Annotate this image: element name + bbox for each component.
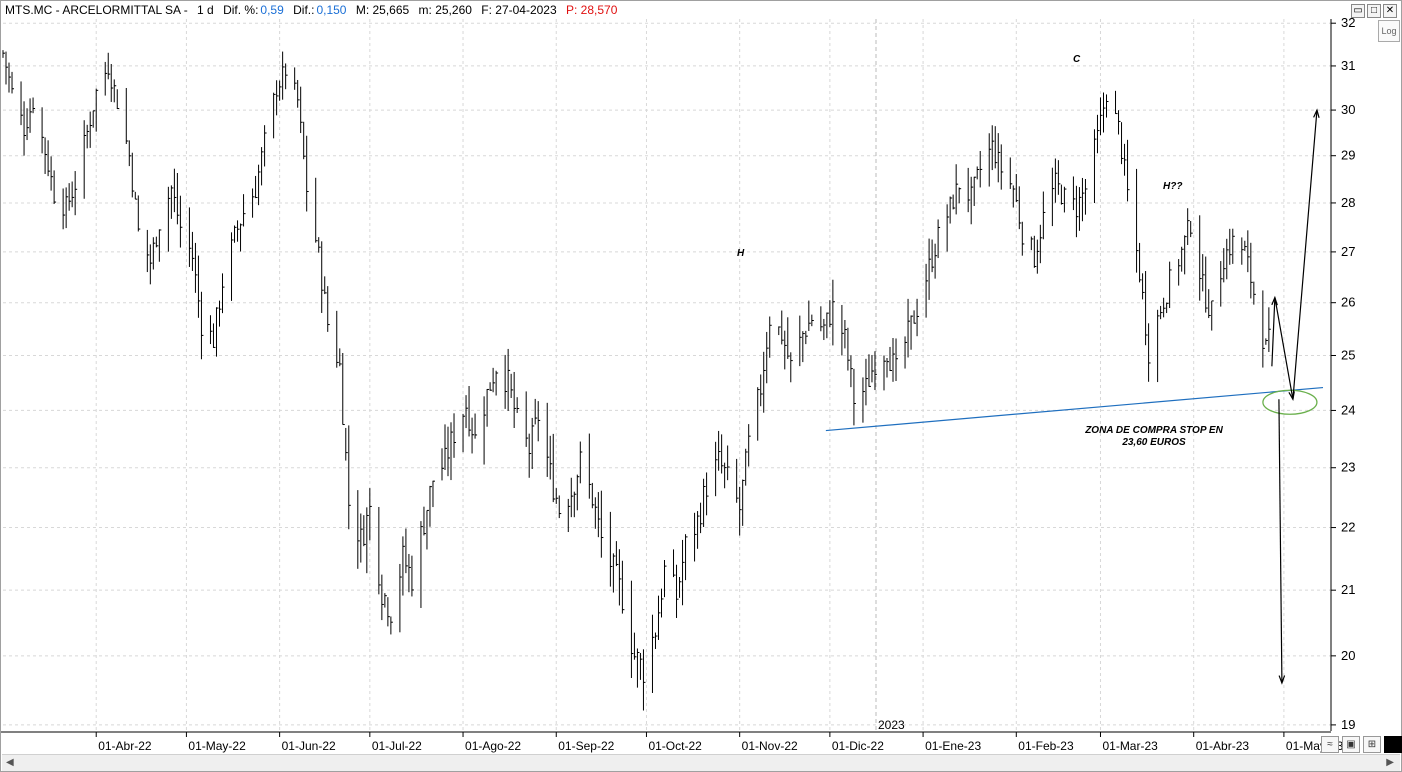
y-tick-label: 32: [1341, 15, 1355, 30]
y-tick-label: 20: [1341, 648, 1355, 663]
close-button[interactable]: ✕: [1383, 4, 1397, 18]
expand-icon[interactable]: ⊞: [1363, 736, 1381, 753]
y-tick-label: 27: [1341, 244, 1355, 259]
annotation-zone-line2: 23,60 EUROS: [1121, 437, 1186, 448]
log-scale-button[interactable]: Log: [1378, 20, 1400, 42]
x-tick-label: 01-May-22: [188, 739, 246, 753]
down-arrowhead-icon: [1278, 675, 1286, 685]
y-tick-label: 28: [1341, 195, 1355, 210]
buy-zone-ellipse: [1262, 389, 1318, 415]
color-swatch-icon[interactable]: [1384, 736, 1402, 753]
price-chart[interactable]: 2023 19 20 21 22 23 24 25 26 27 28 29 30 31 32 01-Abr…: [1, 1, 1401, 754]
maximize-button[interactable]: □: [1367, 4, 1381, 18]
dif-label: Dif.:: [293, 3, 315, 17]
collapse-icon[interactable]: ≈: [1321, 736, 1339, 753]
y-tick-label: 30: [1341, 102, 1355, 117]
dif-value: 0,150: [316, 3, 347, 17]
dif-pct-label: Dif. %:: [223, 3, 259, 17]
y-axis-ticks: 19 20 21 22 23 24 25 26 27 28 29 30 31 32: [1331, 15, 1355, 732]
arrowhead-icon: [1313, 108, 1320, 118]
bottom-toolbar: ≈ ▣ ⊞: [1321, 736, 1402, 753]
y-tick-label: 31: [1341, 58, 1355, 73]
y-tick-label: 23: [1341, 460, 1355, 475]
scroll-right-icon[interactable]: ▶: [1386, 757, 1394, 768]
chart-grid: [3, 19, 1331, 732]
neckline-trendline[interactable]: [825, 386, 1324, 432]
x-tick-label: 01-Oct-22: [648, 739, 702, 753]
year-marker: 2023: [878, 718, 905, 732]
x-tick-label: 01-Abr-23: [1196, 739, 1250, 753]
annotation-c-top: C: [1073, 54, 1081, 65]
x-tick-label: 01-Nov-22: [742, 739, 798, 753]
arrowhead-icon: [1271, 295, 1278, 306]
max-label: M: 25,665: [355, 3, 410, 17]
date-label: F: 27-04-2023: [481, 3, 557, 17]
x-tick-label: 01-Jul-22: [372, 739, 422, 753]
scroll-left-icon[interactable]: ◀: [6, 757, 14, 768]
ohlc-bars: [2, 50, 1271, 711]
y-tick-label: 26: [1341, 295, 1355, 310]
x-tick-label: 01-Ago-22: [465, 739, 521, 753]
x-tick-label: 01-Jun-22: [282, 739, 336, 753]
x-tick-label: 01-Abr-22: [98, 739, 152, 753]
window-controls: ▭ □ ✕: [1351, 4, 1397, 18]
chart-header: MTS.MC - ARCELORMITTAL SA - 1 d Dif. %: 0…: [5, 3, 623, 19]
dif-pct-value: 0,59: [260, 3, 284, 17]
x-tick-label: 01-Sep-22: [558, 739, 614, 753]
arrowhead-icon: [1288, 391, 1295, 401]
timeframe-label[interactable]: 1 d: [197, 3, 214, 17]
projection-path: [1271, 110, 1318, 400]
x-axis-ticks: 01-Abr-22 01-May-22 01-Jun-22 01-Jul-22 01-A…: [95, 732, 1344, 753]
horizontal-scrollbar[interactable]: ◀ ▶: [2, 754, 1400, 771]
x-tick-label: 01-Ene-23: [925, 739, 981, 753]
x-tick-label: 01-Mar-23: [1102, 739, 1158, 753]
x-tick-label: 01-Feb-23: [1018, 739, 1074, 753]
projection-arrowheads: [1271, 108, 1320, 685]
x-tick-label: 01-Dic-22: [832, 739, 884, 753]
min-label: m: 25,260: [418, 3, 472, 17]
down-arrow-line: [1278, 399, 1283, 684]
y-tick-label: 22: [1341, 520, 1355, 535]
minimize-button[interactable]: ▭: [1351, 4, 1365, 18]
y-tick-label: 24: [1341, 402, 1355, 417]
y-tick-label: 19: [1341, 717, 1355, 732]
save-icon[interactable]: ▣: [1342, 736, 1360, 753]
annotation-h-right: H??: [1163, 181, 1182, 192]
price-label: P: 28,570: [566, 3, 618, 17]
y-tick-label: 25: [1341, 347, 1355, 362]
symbol-label: MTS.MC - ARCELORMITTAL SA -: [5, 3, 188, 17]
y-tick-label: 29: [1341, 148, 1355, 163]
annotation-zone-line1: ZONA DE COMPRA STOP EN: [1084, 425, 1223, 436]
annotation-h-left: H: [737, 248, 745, 259]
y-tick-label: 21: [1341, 582, 1355, 597]
